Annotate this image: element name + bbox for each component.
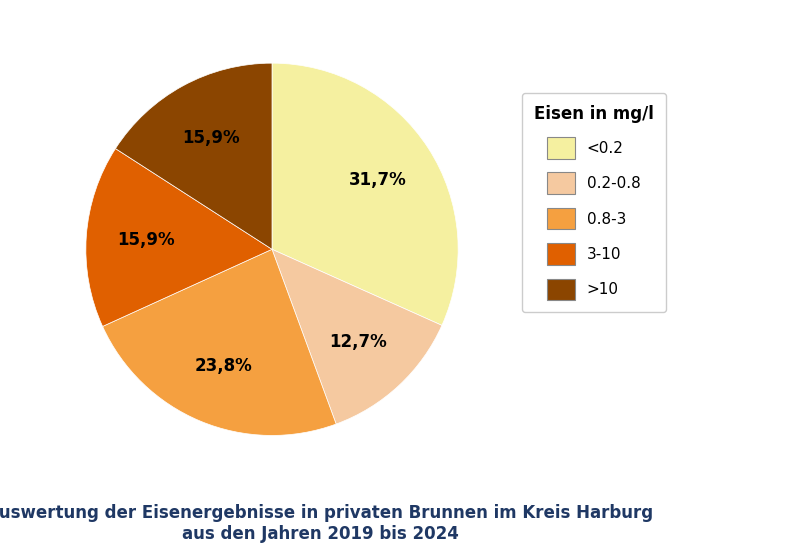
Wedge shape [272, 63, 458, 325]
Wedge shape [115, 63, 272, 249]
Text: 15,9%: 15,9% [117, 231, 174, 249]
Wedge shape [86, 148, 272, 326]
Wedge shape [272, 249, 442, 424]
Text: 12,7%: 12,7% [330, 333, 387, 351]
Wedge shape [102, 249, 336, 435]
Text: 23,8%: 23,8% [194, 357, 252, 375]
Text: Auswertung der Eisenergebnisse in privaten Brunnen im Kreis Harburg
aus den Jahr: Auswertung der Eisenergebnisse in privat… [0, 504, 654, 543]
Text: 15,9%: 15,9% [182, 129, 240, 147]
Text: 31,7%: 31,7% [350, 172, 407, 189]
Legend: <0.2, 0.2-0.8, 0.8-3, 3-10, >10: <0.2, 0.2-0.8, 0.8-3, 3-10, >10 [522, 93, 666, 312]
